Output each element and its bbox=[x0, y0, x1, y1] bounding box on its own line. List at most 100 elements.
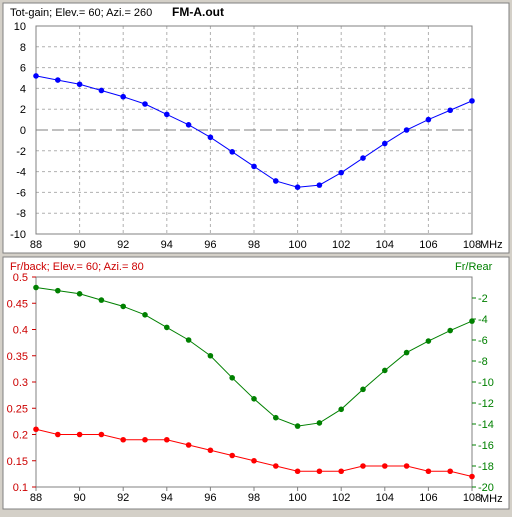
bottom-right-y-tick-label: -8 bbox=[478, 356, 488, 368]
top-chart-subtitle: Tot-gain; Elev.= 60; Azi.= 260 bbox=[10, 7, 152, 19]
fr-back-data-point bbox=[55, 431, 61, 438]
top-data-point bbox=[360, 155, 366, 161]
bottom-left-y-tick-label: 0.25 bbox=[7, 403, 28, 415]
bottom-marks: 88 90 92 94 96 98 100 102 104 106 108 0.5 0.45 0.4 0.3… bbox=[7, 272, 494, 504]
bottom-right-y-tick-label: -2 bbox=[478, 293, 488, 305]
top-data-point bbox=[251, 163, 257, 170]
bottom-right-y-tick-label: -20 bbox=[478, 482, 494, 494]
top-plot-border bbox=[35, 25, 473, 235]
fr-back-data-point bbox=[382, 463, 388, 469]
top-y-tick-label: 4 bbox=[20, 83, 26, 95]
bottom-x-axis-unit: MHz bbox=[480, 493, 503, 505]
top-chart-title: FM-A.out bbox=[172, 5, 224, 19]
top-x-axis-unit: MHz bbox=[480, 239, 503, 251]
top-data-point bbox=[382, 140, 388, 147]
top-panel-frame bbox=[2, 2, 510, 254]
top-data-point bbox=[207, 134, 214, 141]
top-y-tick-label: -8 bbox=[16, 208, 26, 220]
top-x-tick-label: 106 bbox=[419, 239, 437, 251]
bottom-right-y-tick-label: -14 bbox=[478, 419, 494, 431]
top-data-point bbox=[273, 178, 279, 184]
top-data-point bbox=[425, 116, 432, 123]
top-data-point bbox=[55, 77, 61, 83]
bottom-right-y-tick-label: -6 bbox=[478, 335, 488, 347]
top-y-tick-label: 2 bbox=[20, 104, 26, 116]
top-x-tick-label: 94 bbox=[161, 239, 173, 251]
fr-rear-data-point bbox=[360, 386, 366, 393]
bottom-left-y-tick-label: 0.35 bbox=[7, 351, 28, 363]
top-x-tick-label: 98 bbox=[248, 239, 260, 251]
top-data-point bbox=[142, 101, 148, 107]
fr-rear-data-point bbox=[403, 349, 410, 356]
top-data-point bbox=[33, 73, 39, 79]
fr-back-data-point bbox=[33, 426, 39, 433]
bottom-x-tick-label: 100 bbox=[288, 492, 306, 504]
fr-back-data-point bbox=[447, 468, 454, 475]
top-data-point bbox=[469, 98, 475, 104]
fr-rear-data-point bbox=[425, 338, 432, 344]
bottom-x-tick-label: 98 bbox=[248, 492, 260, 504]
top-y-tick-label: 0 bbox=[20, 125, 26, 137]
bottom-chart-subtitle: Fr/back; Elev.= 60; Azi.= 80 bbox=[10, 261, 144, 273]
fr-rear-data-point bbox=[229, 375, 235, 381]
fr-back-data-point bbox=[229, 452, 235, 459]
top-data-point bbox=[294, 184, 301, 190]
bottom-x-tick-label: 90 bbox=[73, 492, 85, 504]
top-data-point bbox=[164, 111, 170, 118]
top-data-point bbox=[403, 127, 410, 133]
bottom-right-y-tick-label: -16 bbox=[478, 440, 494, 452]
fr-rear-data-point bbox=[469, 318, 475, 324]
top-x-tick-label: 90 bbox=[73, 239, 85, 251]
top-data-point bbox=[338, 169, 345, 176]
fr-back-data-point bbox=[425, 468, 432, 475]
fr-back-data-point bbox=[142, 436, 148, 443]
bottom-left-y-tick-label: 0.2 bbox=[13, 430, 28, 442]
fr-back-data-point bbox=[120, 436, 126, 443]
top-x-tick-label: 100 bbox=[288, 239, 306, 251]
fr-rear-data-point bbox=[251, 396, 257, 402]
fr-back-data-point bbox=[469, 473, 475, 480]
bottom-right-y-tick-label: -18 bbox=[478, 461, 494, 473]
fr-rear-data-point bbox=[76, 291, 83, 297]
bottom-right-axis-label: Fr/Rear bbox=[455, 261, 493, 273]
top-x-tick-label: 96 bbox=[204, 239, 216, 251]
fr-back-data-point bbox=[76, 431, 83, 438]
top-marks: 88 90 92 94 96 98 100 102 104 106 1081086420-2-4-6… bbox=[10, 21, 481, 251]
fr-back-data-point bbox=[403, 463, 410, 469]
fr-rear-data-point bbox=[142, 312, 148, 318]
bottom-left-y-tick-label: 0.45 bbox=[7, 298, 28, 310]
fr-back-data-point bbox=[185, 442, 192, 448]
top-data-point bbox=[98, 87, 105, 94]
fr-rear-data-point bbox=[294, 423, 301, 429]
fr-rear-data-point bbox=[316, 420, 323, 426]
bottom-right-y-tick-label: -4 bbox=[478, 314, 488, 326]
fr-rear-data-point bbox=[338, 406, 345, 413]
bottom-x-tick-label: 102 bbox=[332, 492, 350, 504]
top-data-point bbox=[185, 122, 192, 128]
bottom-panel-frame bbox=[2, 256, 510, 510]
top-y-tick-label: -6 bbox=[16, 187, 26, 199]
fr-rear-data-point bbox=[273, 414, 279, 421]
fr-back-data-point bbox=[316, 468, 323, 475]
fr-back-data-point bbox=[294, 468, 301, 475]
bottom-left-y-tick-label: 0.1 bbox=[13, 482, 28, 494]
fr-rear-data-point bbox=[164, 324, 170, 331]
fr-back-data-point bbox=[207, 447, 214, 454]
bottom-left-y-tick-label: 0.5 bbox=[13, 272, 28, 284]
bottom-left-y-tick-label: 0.3 bbox=[13, 377, 28, 389]
bottom-x-tick-label: 104 bbox=[376, 492, 394, 504]
fr-rear-data-point bbox=[55, 287, 61, 294]
top-data-point bbox=[316, 182, 323, 188]
bottom-x-tick-label: 88 bbox=[30, 492, 42, 504]
fr-rear-data-point bbox=[120, 303, 126, 310]
top-x-tick-label: 102 bbox=[332, 239, 350, 251]
fr-rear-data-point bbox=[98, 297, 105, 303]
bottom-right-y-tick-label: -12 bbox=[478, 398, 494, 410]
bottom-x-tick-label: 94 bbox=[161, 492, 173, 504]
fr-rear-data-point bbox=[207, 352, 214, 359]
top-y-tick-label: 8 bbox=[20, 42, 26, 54]
bottom-left-y-tick-label: 0.4 bbox=[13, 325, 28, 337]
top-y-tick-label: 6 bbox=[20, 63, 26, 75]
